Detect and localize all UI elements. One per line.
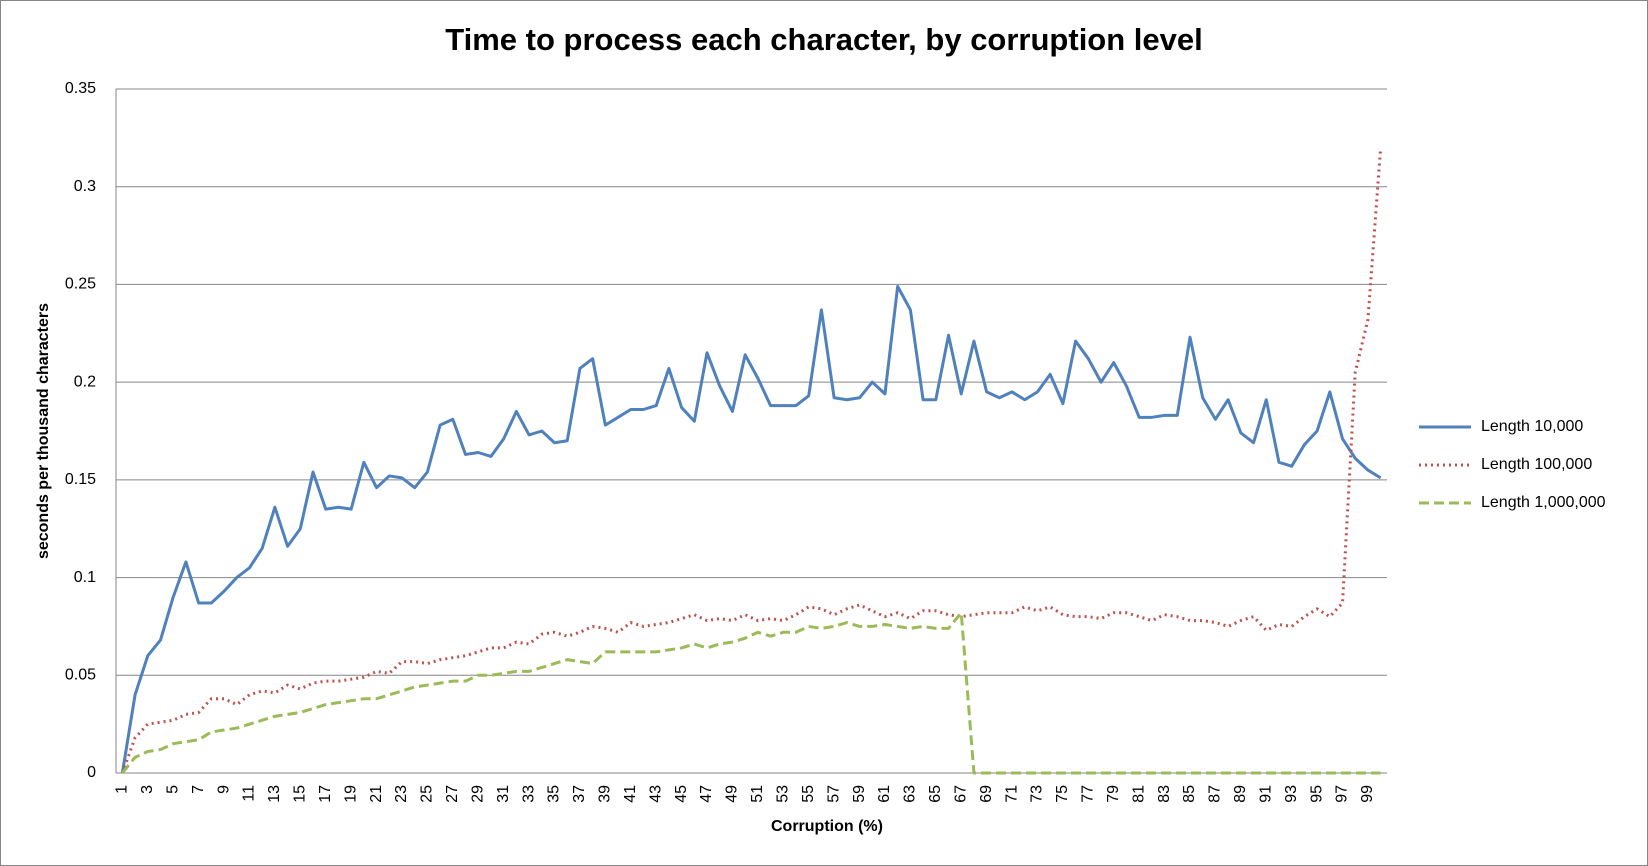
x-tick-label: 41: [622, 785, 639, 803]
y-tick-label: 0.25: [65, 276, 96, 293]
y-axis-title: seconds per thousand characters: [35, 303, 52, 559]
x-tick-label: 25: [419, 785, 436, 803]
y-tick-label: 0.2: [74, 373, 96, 390]
x-axis-title: Corruption (%): [771, 818, 883, 835]
x-tick-label: 71: [1003, 785, 1020, 803]
x-tick-label: 39: [597, 785, 614, 803]
x-tick-label: 9: [215, 785, 232, 794]
x-tick-label: 69: [978, 785, 995, 803]
x-tick-label: 35: [546, 785, 563, 803]
x-tick-label: 21: [368, 785, 385, 803]
x-tick-label: 75: [1054, 785, 1071, 803]
x-tick-label: 7: [190, 785, 207, 794]
legend-label: Length 100,000: [1481, 456, 1592, 473]
x-tick-label: 63: [902, 785, 919, 803]
x-tick-label: 33: [520, 785, 537, 803]
x-tick-label: 43: [647, 785, 664, 803]
x-tick-label: 23: [393, 785, 410, 803]
x-tick-label: 61: [876, 785, 893, 803]
y-tick-label: 0.05: [65, 667, 96, 684]
x-tick-label: 13: [266, 785, 283, 803]
x-tick-label: 1: [114, 785, 131, 794]
x-tick-label: 87: [1207, 785, 1224, 803]
x-tick-label: 73: [1029, 785, 1046, 803]
x-tick-label: 3: [139, 785, 156, 794]
x-tick-label: 89: [1232, 785, 1249, 803]
y-tick-label: 0.1: [74, 569, 96, 586]
x-tick-label: 47: [698, 785, 715, 803]
x-tick-label: 59: [851, 785, 868, 803]
x-tick-label: 77: [1080, 785, 1097, 803]
series-line: [120, 147, 1383, 774]
x-tick-label: 85: [1181, 785, 1198, 803]
x-tick-label: 93: [1283, 785, 1300, 803]
y-tick-label: 0.35: [65, 80, 96, 97]
x-tick-label: 55: [800, 785, 817, 803]
y-tick-label: 0: [87, 764, 96, 781]
x-tick-label: 29: [469, 785, 486, 803]
x-tick-label: 37: [571, 785, 588, 803]
x-tick-label: 51: [749, 785, 766, 803]
x-tick-label: 31: [495, 785, 512, 803]
x-tick-label: 19: [342, 785, 359, 803]
legend-label: Length 1,000,000: [1481, 494, 1606, 511]
x-tick-label: 57: [825, 785, 842, 803]
x-tick-label: 45: [673, 785, 690, 803]
y-tick-label: 0.15: [65, 471, 96, 488]
x-tick-label: 79: [1105, 785, 1122, 803]
x-tick-label: 5: [164, 785, 181, 794]
x-tick-label: 95: [1308, 785, 1325, 803]
x-tick-label: 91: [1257, 785, 1274, 803]
x-tick-label: 99: [1359, 785, 1376, 803]
y-tick-label: 0.3: [74, 178, 96, 195]
x-tick-label: 65: [927, 785, 944, 803]
x-tick-label: 83: [1156, 785, 1173, 803]
x-tick-label: 17: [317, 785, 334, 803]
legend-label: Length 10,000: [1481, 418, 1583, 435]
chart-title: Time to process each character, by corru…: [445, 22, 1203, 57]
series-line: [120, 284, 1382, 774]
x-tick-label: 49: [724, 785, 741, 803]
x-tick-label: 53: [774, 785, 791, 803]
x-tick-label: 81: [1130, 785, 1147, 803]
series-line: [121, 611, 1381, 775]
x-tick-label: 27: [444, 785, 461, 803]
x-tick-label: 15: [292, 785, 309, 803]
x-tick-label: 67: [952, 785, 969, 803]
x-tick-label: 11: [241, 785, 258, 802]
x-tick-label: 97: [1334, 785, 1351, 803]
